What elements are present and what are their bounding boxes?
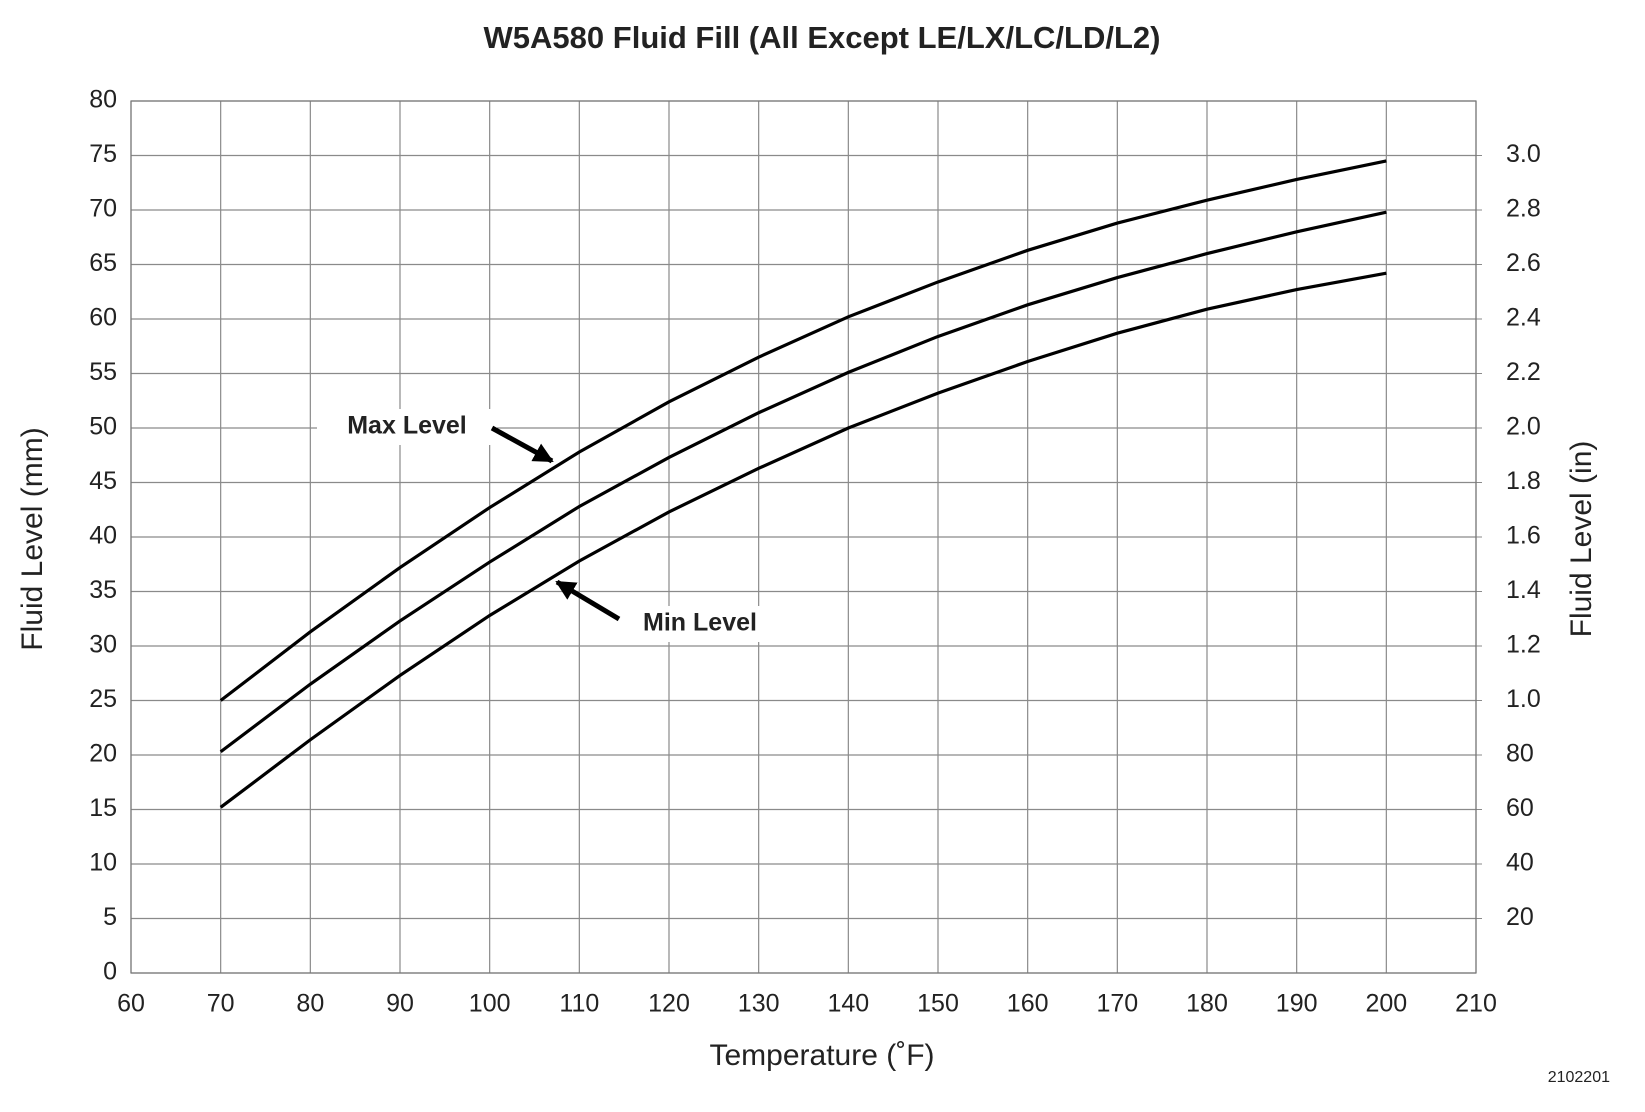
y-tick-label: 65 xyxy=(89,249,117,277)
y-tick-label: 15 xyxy=(89,794,117,822)
x-tick-label: 190 xyxy=(1276,990,1318,1018)
x-axis-title: Temperature (˚F) xyxy=(709,1039,934,1072)
y-tick-label: 35 xyxy=(89,576,117,604)
y2-tick-label: 1.0 xyxy=(1506,685,1541,713)
x-tick-label: 70 xyxy=(207,990,235,1018)
arrow xyxy=(555,579,621,622)
x-tick-label: 80 xyxy=(296,990,324,1018)
x-tick-label: 90 xyxy=(386,990,414,1018)
x-tick-label: 200 xyxy=(1365,990,1407,1018)
y-tick-label: 45 xyxy=(89,467,117,495)
y-tick-label: 80 xyxy=(89,86,117,114)
label-bg xyxy=(317,409,497,445)
x-tick-label: 140 xyxy=(827,990,869,1018)
y2-tick-label: 1.8 xyxy=(1506,467,1541,495)
y-tick-label: 75 xyxy=(89,140,117,168)
x-tick-label: 60 xyxy=(117,990,145,1018)
y2-tick-label: 2.2 xyxy=(1506,358,1541,386)
y2-tick-label: 2.0 xyxy=(1506,413,1541,441)
y-tick-label: 25 xyxy=(89,685,117,713)
y-tick-label: 60 xyxy=(89,304,117,332)
plot-frame xyxy=(130,100,1477,974)
y2-tick-label: 2.8 xyxy=(1506,195,1541,223)
y2-tick-label: 80 xyxy=(1506,740,1534,768)
y2-tick-label: 1.4 xyxy=(1506,576,1541,604)
y2-tick-label: 1.6 xyxy=(1506,522,1541,550)
x-tick-label: 150 xyxy=(917,990,959,1018)
y2-tick-label: 1.2 xyxy=(1506,631,1541,659)
y-tick-label: 55 xyxy=(89,358,117,386)
y2-tick-label: 40 xyxy=(1506,849,1534,877)
x-tick-label: 110 xyxy=(559,990,599,1018)
label-bg xyxy=(610,606,790,642)
x-tick-label: 100 xyxy=(469,990,511,1018)
x-tick-label: 160 xyxy=(1007,990,1049,1018)
arrow xyxy=(490,425,554,464)
y-tick-label: 30 xyxy=(89,631,117,659)
y-tick-label: 40 xyxy=(89,522,117,550)
x-tick-label: 120 xyxy=(648,990,690,1018)
y2-axis-title: Fluid Level (in) xyxy=(1565,441,1598,638)
line xyxy=(219,210,1387,754)
footnote: 2102201 xyxy=(1548,1069,1610,1086)
y-axis-title: Fluid Level (mm) xyxy=(16,427,49,650)
y-tick-label: 5 xyxy=(103,903,117,931)
y-tick-label: 10 xyxy=(89,849,117,877)
line xyxy=(219,271,1387,809)
y2-tick-label: 2.4 xyxy=(1506,304,1541,332)
y-tick-label: 20 xyxy=(89,740,117,768)
y2-tick-label: 2.6 xyxy=(1506,249,1541,277)
x-tick-label: 130 xyxy=(738,990,780,1018)
x-tick-label: 180 xyxy=(1186,990,1228,1018)
y-tick-label: 50 xyxy=(89,413,117,441)
y2-tick-label: 60 xyxy=(1506,794,1534,822)
line xyxy=(219,159,1387,702)
chart-title: W5A580 Fluid Fill (All Except LE/LX/LC/L… xyxy=(484,20,1161,55)
y-tick-label: 0 xyxy=(103,958,117,986)
series-label: Max Level xyxy=(347,412,467,440)
y2-tick-label: 3.0 xyxy=(1506,140,1541,168)
y2-tick-label: 20 xyxy=(1506,903,1534,931)
x-tick-label: 170 xyxy=(1096,990,1138,1018)
x-tick-label: 210 xyxy=(1455,990,1497,1018)
y-tick-label: 70 xyxy=(89,195,117,223)
series-label: Min Level xyxy=(643,609,757,637)
